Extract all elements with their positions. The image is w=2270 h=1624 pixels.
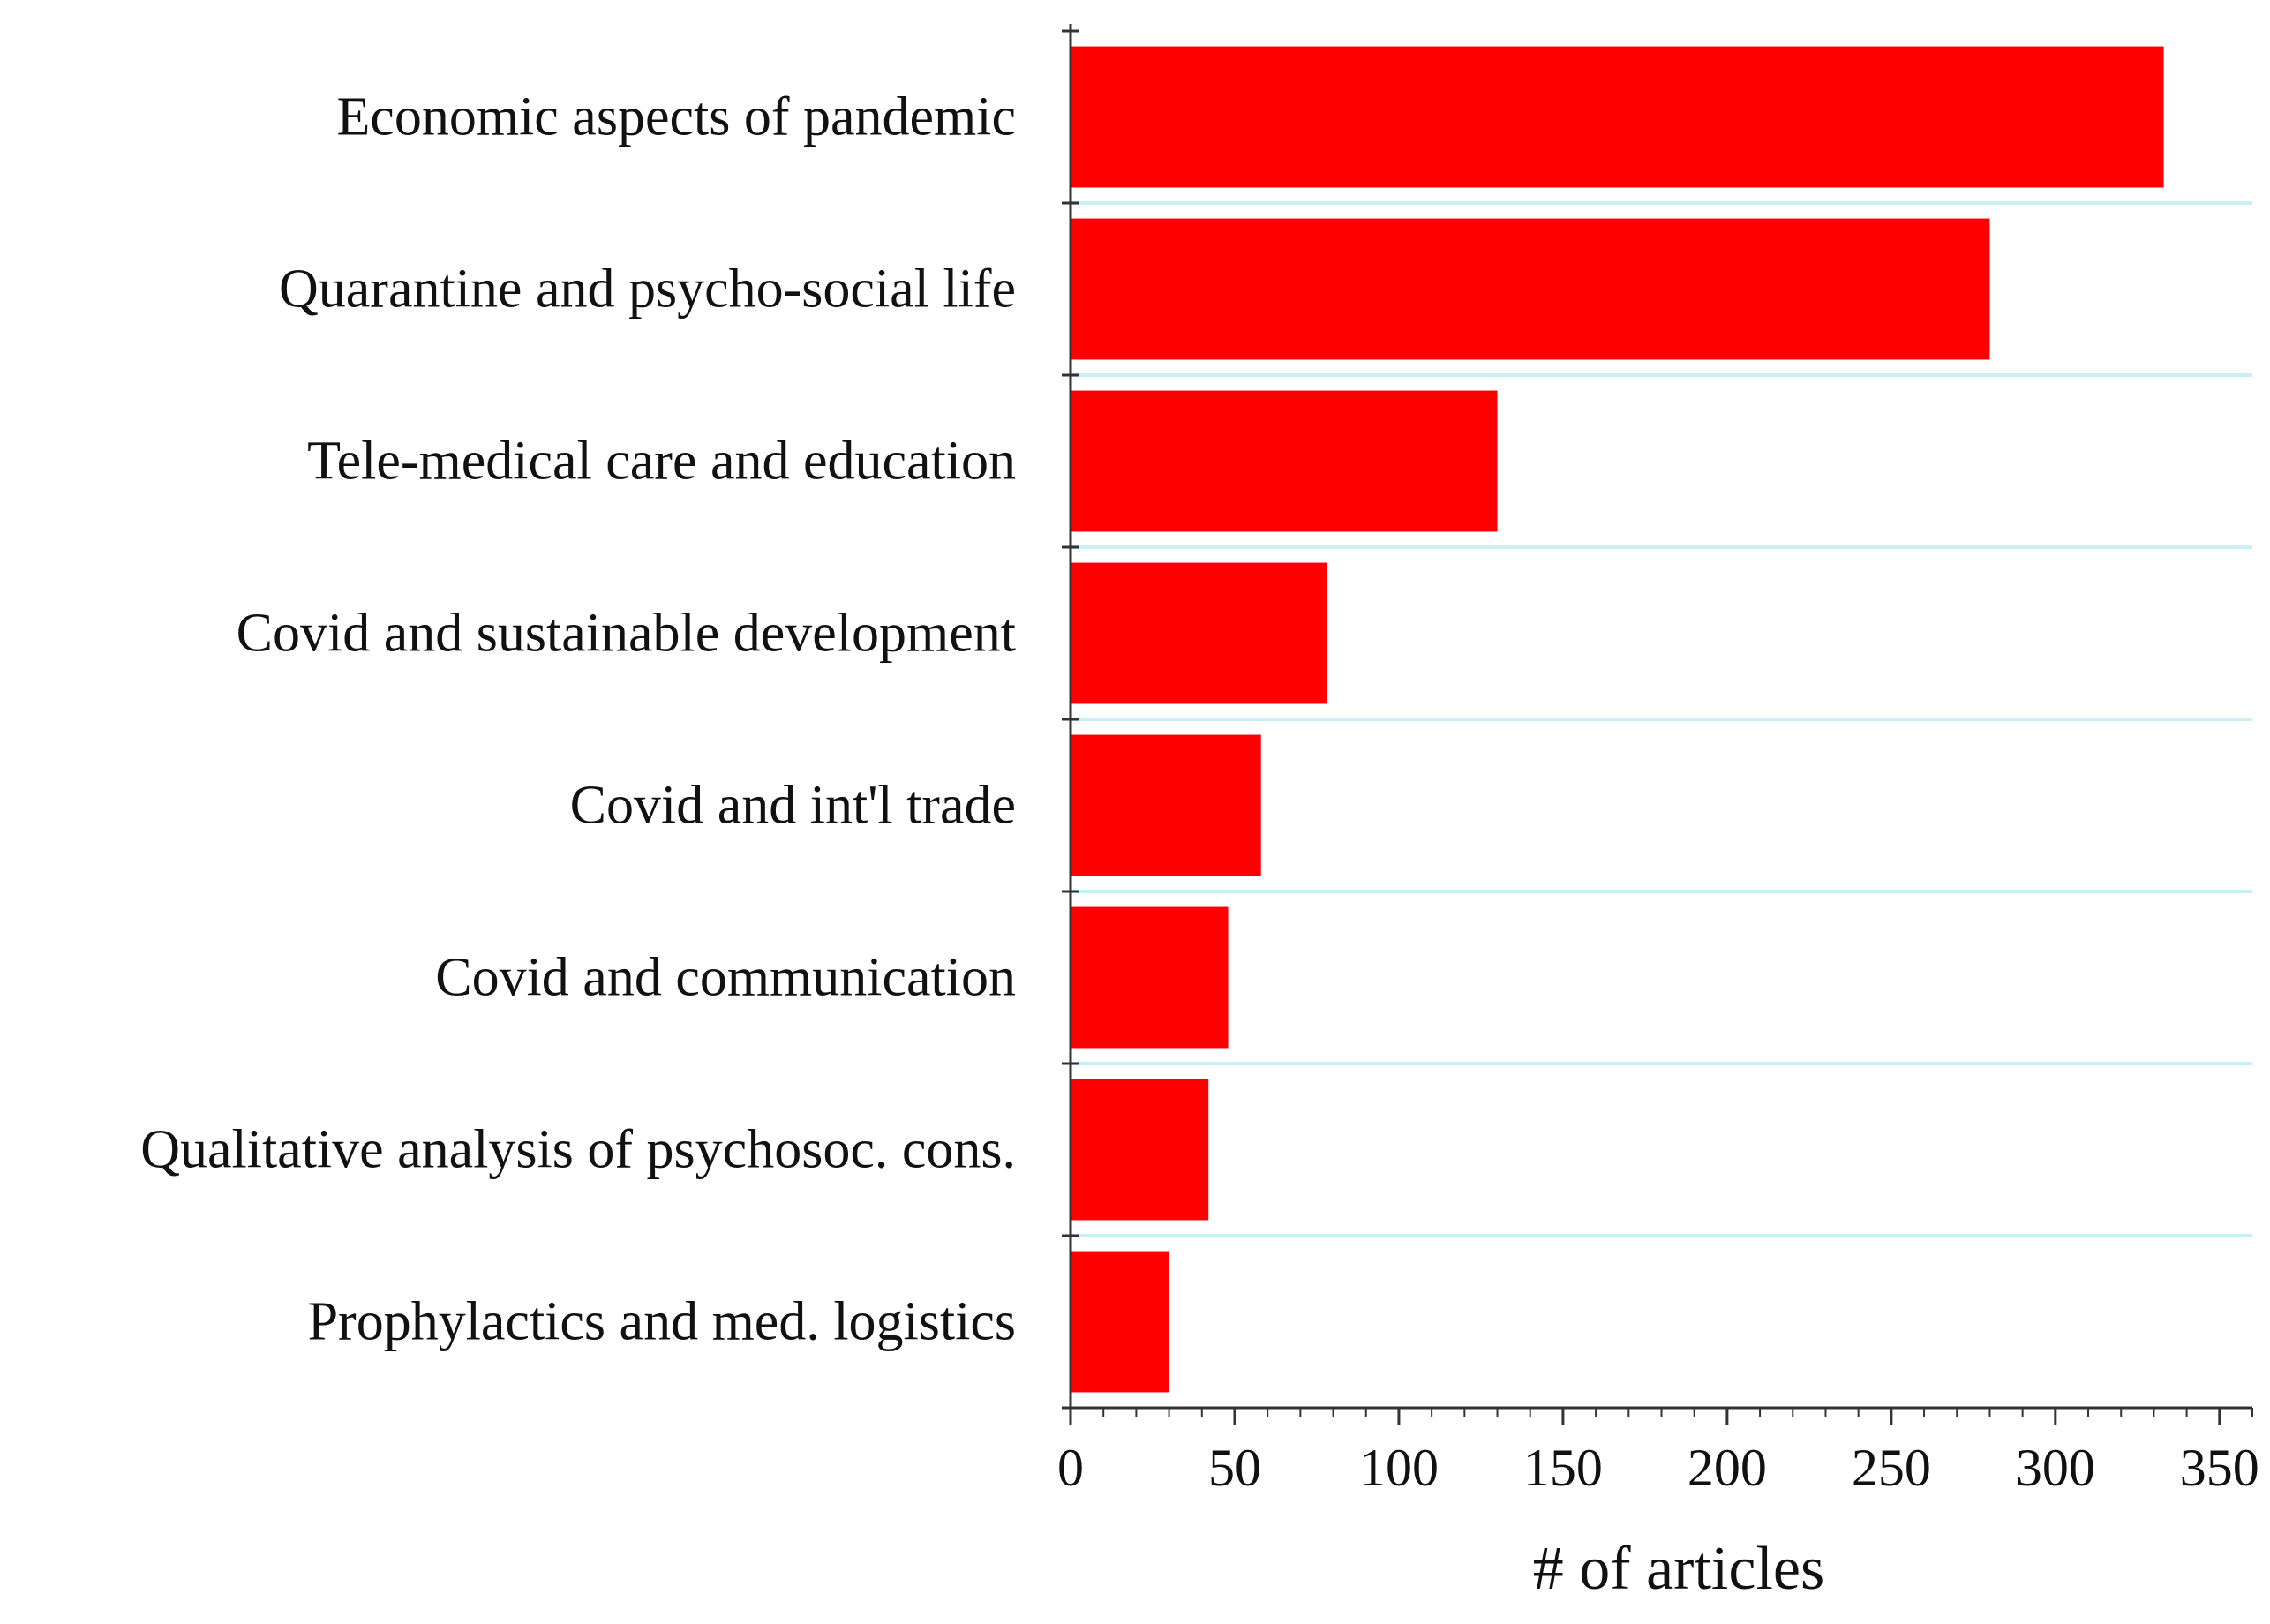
bar	[1071, 218, 1990, 360]
x-tick-label: 350	[2180, 1439, 2259, 1497]
x-tick-label: 200	[1687, 1439, 1767, 1497]
x-tick-label: 300	[2016, 1439, 2095, 1497]
category-label: Covid and communication	[435, 948, 1016, 1008]
x-tick-label: 50	[1208, 1439, 1261, 1497]
category-labels: Economic aspects of pandemic Quarantine a…	[140, 87, 1016, 1352]
category-label: Qualitative analysis of psychosoc. cons.	[140, 1120, 1016, 1180]
x-tick-label: 150	[1523, 1439, 1603, 1497]
x-tick-label: 250	[1852, 1439, 1931, 1497]
x-axis-title: # of articles	[1533, 1535, 1824, 1603]
bars	[1071, 46, 2164, 1393]
bar	[1071, 906, 1229, 1049]
category-label: Tele-medical care and education	[307, 432, 1016, 492]
x-tick-label: 100	[1359, 1439, 1439, 1497]
category-label: Quarantine and psycho-social life	[279, 259, 1016, 320]
category-label: Covid and sustainable development	[237, 604, 1016, 664]
category-label: Prophylactics and med. logistics	[308, 1292, 1016, 1352]
bar	[1071, 562, 1327, 704]
x-tick-label: 0	[1057, 1439, 1084, 1497]
bar	[1071, 1251, 1169, 1393]
bar	[1071, 46, 2164, 188]
bar	[1071, 390, 1498, 532]
bar	[1071, 1079, 1209, 1221]
category-label: Covid and int'l trade	[570, 776, 1016, 836]
bar	[1071, 734, 1261, 876]
grid-lines	[1071, 201, 2252, 1237]
axes: 0 50 100 150 200 250 300 350	[1057, 24, 2259, 1497]
category-label: Economic aspects of pandemic	[336, 87, 1016, 147]
